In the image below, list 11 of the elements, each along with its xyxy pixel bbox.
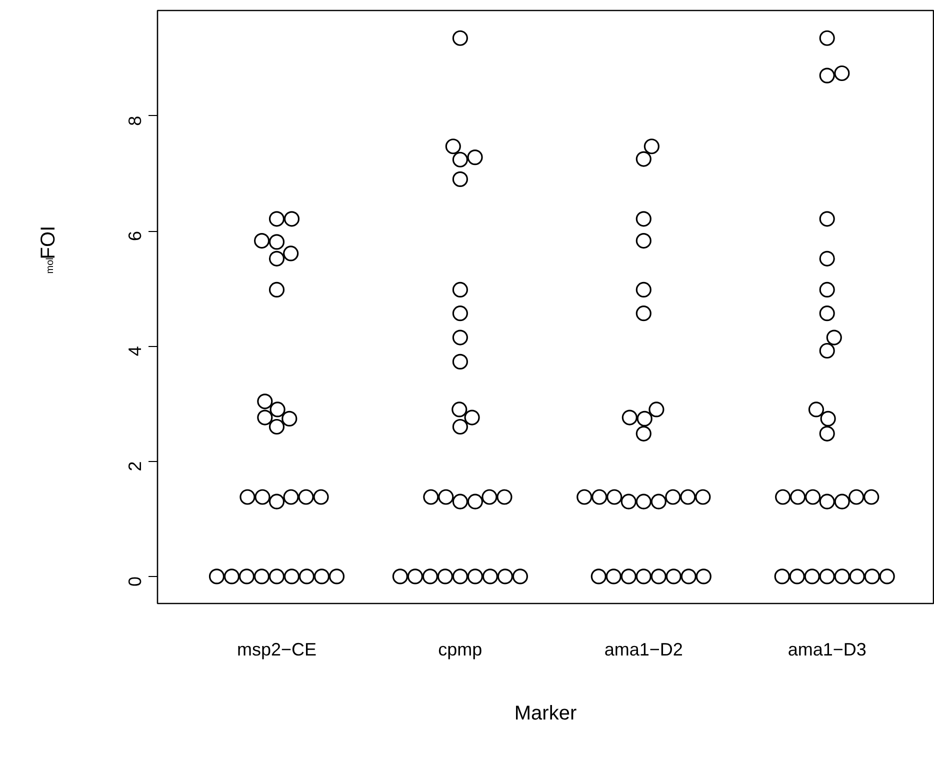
y-axis-title: molFOI (38, 226, 60, 274)
y-tick-label: 8 (125, 116, 145, 126)
x-tick-label: cpmp (438, 640, 482, 660)
y-tick-label: 0 (125, 576, 145, 586)
x-axis-title: Marker (514, 702, 577, 724)
y-tick-label: 2 (125, 461, 145, 472)
x-tick-label: msp2−CE (236, 640, 317, 660)
y-tick-label: 4 (125, 346, 145, 356)
y-tick-label: 6 (125, 231, 145, 242)
x-tick-label: ama1−D2 (604, 640, 683, 660)
x-tick-label: ama1−D3 (788, 640, 866, 660)
